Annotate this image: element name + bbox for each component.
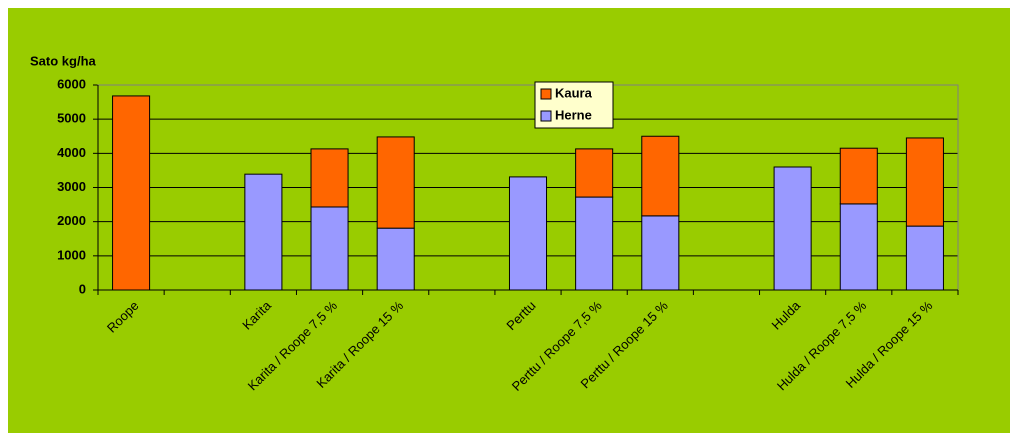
y-axis-label: Sato kg/ha <box>30 53 97 68</box>
y-tick-label: 3000 <box>57 179 86 194</box>
bar-segment <box>310 148 349 208</box>
bar-segment <box>641 215 680 291</box>
legend-swatch <box>540 88 552 100</box>
bar-segment <box>773 166 812 291</box>
bar-segment <box>310 206 349 291</box>
y-tick-label: 4000 <box>57 145 86 160</box>
bar-segment <box>641 135 680 217</box>
y-tick-label: 0 <box>79 281 86 296</box>
legend-label: Herne <box>555 107 592 122</box>
bar-segment <box>376 136 415 229</box>
bar-segment <box>905 137 944 227</box>
y-tick-label: 2000 <box>57 213 86 228</box>
bar-segment <box>575 148 614 198</box>
bar-segment <box>376 227 415 291</box>
legend-swatch <box>540 110 552 122</box>
y-tick-label: 1000 <box>57 247 86 262</box>
legend-label: Kaura <box>555 85 593 100</box>
bar-segment <box>112 95 151 291</box>
bar-segment <box>839 147 878 205</box>
bar-segment <box>244 173 283 291</box>
bar-segment <box>575 196 614 291</box>
bar-segment <box>508 176 548 291</box>
bar-segment <box>839 203 878 291</box>
bar-segment <box>905 225 944 291</box>
y-tick-label: 5000 <box>57 111 86 126</box>
y-tick-label: 6000 <box>57 76 86 91</box>
